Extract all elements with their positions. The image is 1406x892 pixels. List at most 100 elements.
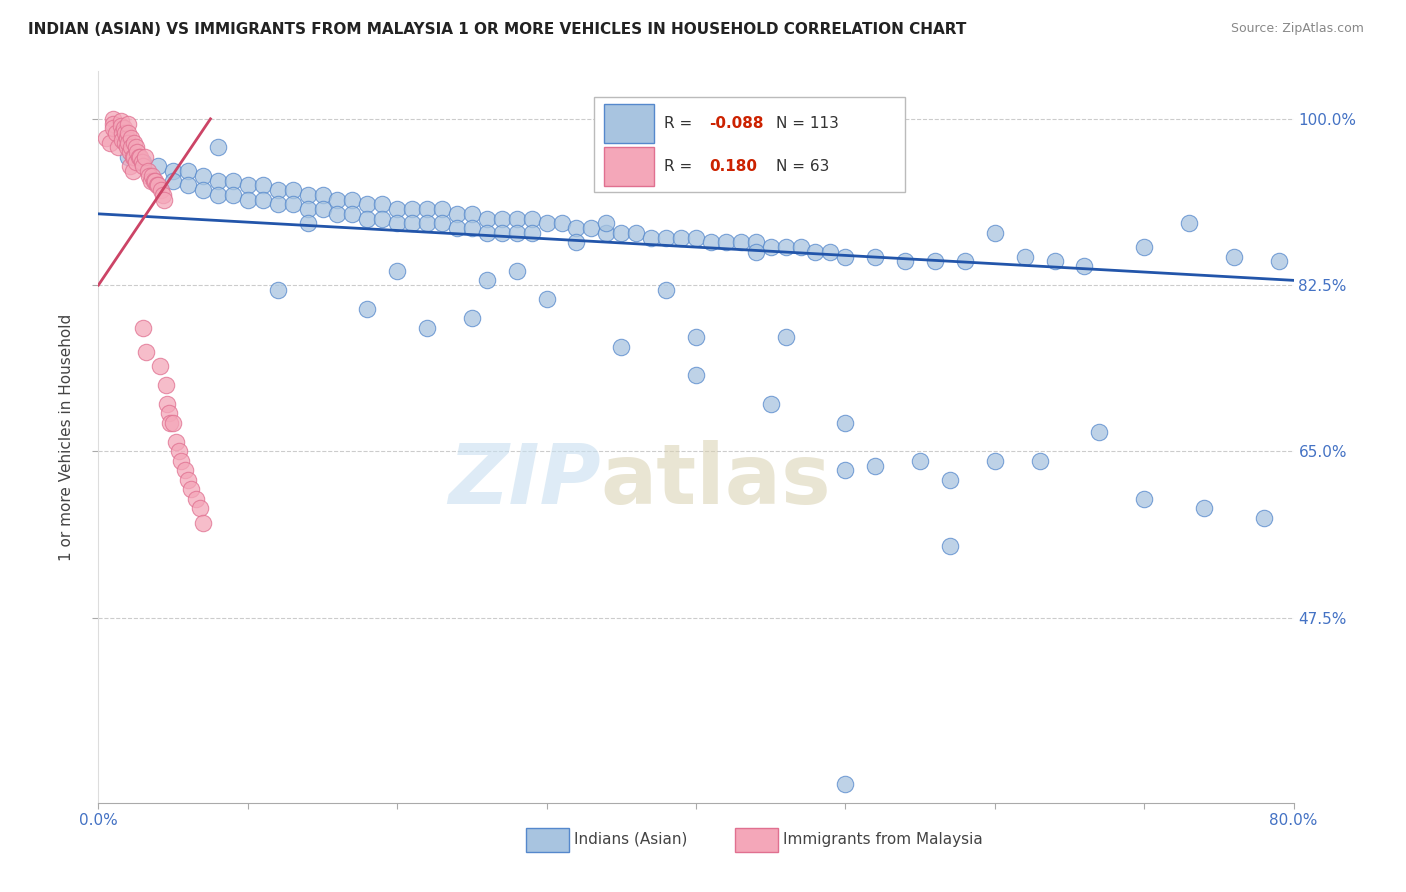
Point [1192,501,1215,516]
Point [121,164,143,178]
FancyBboxPatch shape [605,103,654,144]
Point [118,145,141,160]
Text: INDIAN (ASIAN) VS IMMIGRANTS FROM MALAYSIA 1 OR MORE VEHICLES IN HOUSEHOLD CORRE: INDIAN (ASIAN) VS IMMIGRANTS FROM MALAYS… [28,22,966,37]
Point [188,501,211,516]
Point [908,454,931,468]
Point [475,273,498,287]
Point [820,244,842,259]
Point [475,211,498,226]
Point [191,516,214,530]
Point [385,264,409,278]
Point [132,154,155,169]
Point [834,416,856,430]
Point [984,226,1007,240]
Point [98,136,122,150]
Point [131,154,153,169]
Point [125,154,148,169]
Point [401,202,423,216]
Point [125,140,148,154]
Point [506,211,529,226]
Point [416,216,439,230]
Point [281,197,304,211]
Point [124,150,146,164]
Point [865,458,887,473]
Point [536,216,558,230]
Point [311,202,333,216]
Point [595,226,617,240]
Point [640,230,662,244]
Point [550,216,572,230]
Point [169,454,191,468]
Text: -0.088: -0.088 [709,116,763,131]
Point [385,216,409,230]
Point [326,207,349,221]
Point [626,226,648,240]
Y-axis label: 1 or more Vehicles in Household: 1 or more Vehicles in Household [59,313,75,561]
Point [1133,240,1156,254]
Point [112,121,135,136]
Point [536,293,558,307]
Point [177,473,200,487]
Point [236,193,259,207]
Point [491,226,513,240]
Point [297,216,319,230]
Point [804,244,827,259]
Point [655,283,678,297]
Point [939,473,962,487]
Point [1133,491,1156,506]
Point [775,330,797,344]
Point [180,483,202,497]
Point [581,221,603,235]
FancyBboxPatch shape [595,97,905,192]
Point [207,173,229,187]
Point [184,491,207,506]
Point [132,159,155,173]
Point [297,202,319,216]
Point [141,169,163,183]
Point [1253,511,1275,525]
Point [121,150,143,164]
Point [142,173,165,187]
Point [143,173,166,187]
Point [924,254,946,268]
Point [148,159,170,173]
Point [135,344,157,359]
Point [103,117,125,131]
Point [865,250,887,264]
Point [714,235,737,250]
Point [759,240,782,254]
Point [461,311,484,326]
Point [148,178,170,193]
Point [326,193,349,207]
Point [745,235,768,250]
Point [115,131,138,145]
Point [1073,259,1095,273]
Point [356,301,378,316]
Point [461,221,484,235]
Point [1178,216,1201,230]
Point [150,183,173,197]
Point [267,183,290,197]
Point [401,216,423,230]
Point [267,283,290,297]
Point [153,193,176,207]
Point [111,133,134,147]
Point [1028,454,1050,468]
Point [939,539,962,553]
Point [506,264,529,278]
Point [117,117,139,131]
Point [252,178,274,193]
Point [834,250,856,264]
Point [207,187,229,202]
Point [342,207,364,221]
Point [107,140,129,154]
Point [110,113,132,128]
Point [191,169,214,183]
Text: 0.180: 0.180 [709,159,756,174]
Point [371,211,394,226]
Point [103,112,125,126]
Point [165,434,187,449]
Point [207,140,229,154]
Point [94,131,117,145]
Point [127,145,149,160]
